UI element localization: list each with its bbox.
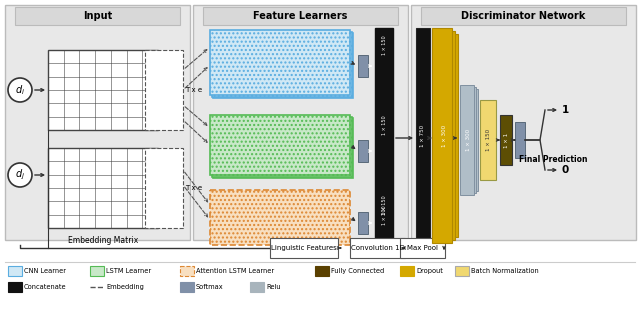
Bar — [48, 148, 158, 228]
Text: Embedding Matrix: Embedding Matrix — [68, 236, 138, 245]
Bar — [213, 33, 353, 98]
Bar — [211, 116, 351, 176]
Bar — [5, 5, 190, 240]
Text: 1 × 300: 1 × 300 — [381, 205, 387, 225]
Text: Max Pool: Max Pool — [407, 245, 438, 251]
Bar — [435, 31, 455, 240]
Bar — [270, 238, 338, 258]
Text: T x e: T x e — [185, 185, 202, 191]
Text: 1 × 150: 1 × 150 — [381, 195, 387, 215]
Bar — [210, 115, 350, 175]
Bar — [213, 118, 353, 178]
Text: Embedding: Embedding — [106, 284, 144, 290]
Text: Discriminator Network: Discriminator Network — [461, 11, 586, 21]
Text: Dropout: Dropout — [416, 268, 443, 274]
Text: 1 × 750: 1 × 750 — [420, 125, 426, 146]
Bar — [145, 148, 183, 228]
Bar — [455, 266, 469, 276]
Bar — [375, 28, 393, 250]
Bar — [462, 87, 476, 193]
Bar — [211, 32, 351, 96]
Bar — [500, 115, 512, 165]
Bar — [438, 34, 458, 237]
Text: Feature Learners: Feature Learners — [253, 11, 348, 21]
Bar — [358, 55, 368, 77]
Bar — [15, 7, 180, 25]
Text: T x e: T x e — [185, 87, 202, 93]
Bar — [432, 28, 452, 243]
Text: 1 × 150: 1 × 150 — [381, 35, 387, 55]
Text: 1 × 1: 1 × 1 — [504, 133, 509, 148]
Bar — [515, 122, 525, 158]
Text: $d_j$: $d_j$ — [15, 168, 25, 182]
Bar — [315, 266, 329, 276]
Text: 1 × 300: 1 × 300 — [442, 125, 447, 146]
Text: Softmax: Softmax — [196, 284, 223, 290]
Bar — [358, 140, 368, 162]
Text: Input: Input — [83, 11, 112, 21]
Text: Concatenate: Concatenate — [24, 284, 67, 290]
Bar — [193, 5, 408, 240]
Bar — [145, 50, 183, 130]
Bar — [400, 238, 445, 258]
Bar — [411, 5, 636, 240]
Text: Attention LSTM Learner: Attention LSTM Learner — [196, 268, 274, 274]
Text: Fully Connected: Fully Connected — [331, 268, 384, 274]
Text: Convolution 1D: Convolution 1D — [351, 245, 404, 251]
Bar — [180, 282, 194, 292]
Bar — [421, 7, 626, 25]
Circle shape — [8, 78, 32, 102]
Bar — [480, 100, 496, 180]
Bar — [48, 50, 158, 130]
Text: LSTM Learner: LSTM Learner — [106, 268, 151, 274]
Bar — [358, 212, 368, 234]
Bar — [203, 7, 398, 25]
Bar — [350, 238, 405, 258]
Bar — [460, 85, 474, 195]
Bar — [210, 30, 350, 95]
Text: 1 × 150: 1 × 150 — [486, 129, 490, 151]
Bar — [400, 266, 414, 276]
Text: Relu: Relu — [266, 284, 280, 290]
Bar — [210, 190, 350, 245]
Bar — [180, 266, 194, 276]
Text: 1: 1 — [562, 105, 569, 115]
Circle shape — [8, 163, 32, 187]
Text: Linguistic Features: Linguistic Features — [271, 245, 337, 251]
Text: 1 × 300: 1 × 300 — [467, 129, 472, 151]
Text: Batch Normalization: Batch Normalization — [471, 268, 539, 274]
Bar — [464, 89, 478, 191]
Text: 0: 0 — [562, 165, 569, 175]
Text: CNN Learner: CNN Learner — [24, 268, 66, 274]
Text: Final Prediction: Final Prediction — [519, 155, 588, 164]
Bar — [250, 282, 264, 292]
Text: $d_i$: $d_i$ — [15, 83, 25, 97]
Bar — [416, 28, 430, 243]
Bar — [90, 266, 104, 276]
Bar — [8, 266, 22, 276]
Text: 1 × 150: 1 × 150 — [381, 115, 387, 135]
Bar — [8, 282, 22, 292]
